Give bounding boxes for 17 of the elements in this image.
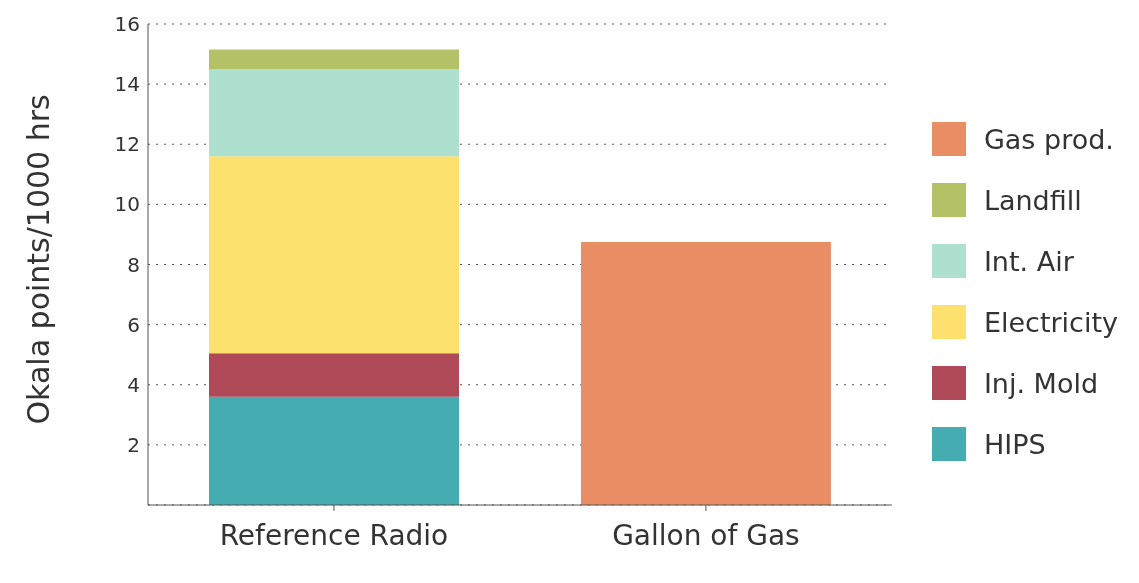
legend-label: Landfill: [983, 184, 1082, 216]
y-tick-label: 12: [114, 132, 140, 157]
legend-label: Electricity: [983, 306, 1118, 338]
y-tick-label: 2: [127, 432, 140, 457]
legend-label: Int. Air: [983, 245, 1074, 277]
x-tick-label: Gallon of Gas: [612, 518, 800, 552]
x-tick-label: Reference Radio: [219, 518, 449, 552]
y-tick-label: 16: [114, 12, 140, 37]
y-tick-label: 8: [127, 252, 140, 277]
legend-label: Inj. Mold: [983, 367, 1099, 399]
y-tick-label: 14: [114, 72, 140, 97]
y-tick-label: 4: [127, 372, 140, 397]
legend-label: Gas prod.: [983, 123, 1114, 155]
legend-label: HIPS: [983, 428, 1046, 460]
y-tick-label: 10: [114, 192, 140, 217]
y-tick-label: 6: [127, 312, 140, 337]
y-axis-title: Okala points/1000 hrs: [20, 94, 56, 425]
